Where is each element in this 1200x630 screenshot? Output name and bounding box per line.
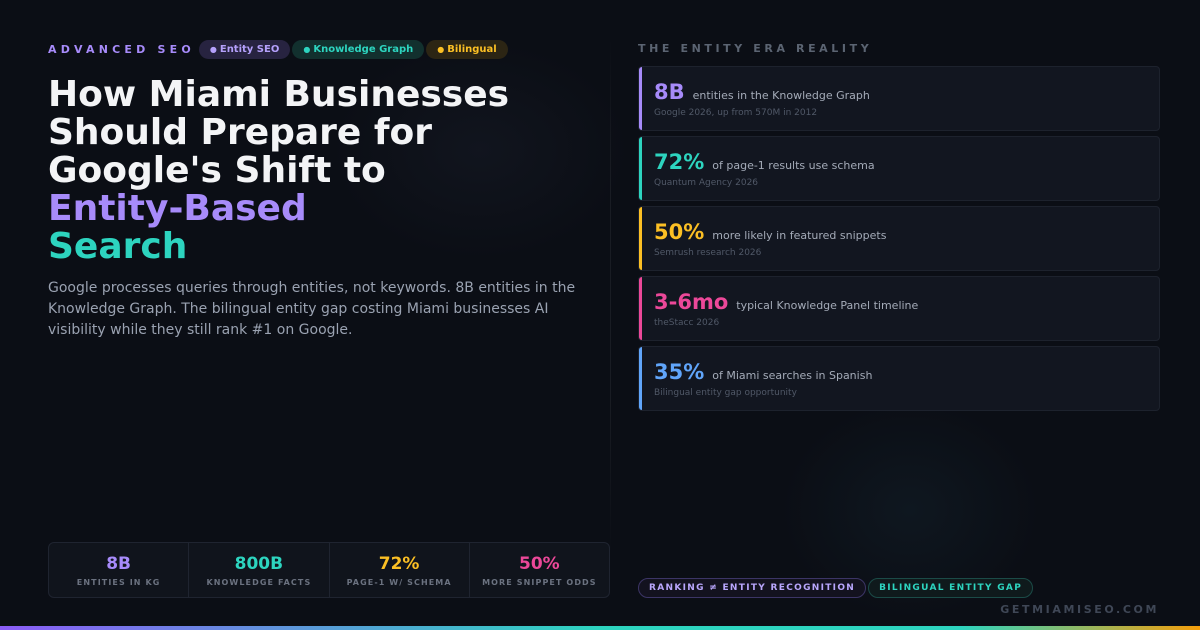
stat-strip: 8B ENTITIES IN KG 800B KNOWLEDGE FACTS 7… bbox=[48, 542, 610, 598]
stat-description: entities in the Knowledge Graph bbox=[692, 89, 870, 102]
stat-source: Semrush research 2026 bbox=[654, 248, 762, 258]
stat-description: of page-1 results use schema bbox=[712, 159, 875, 172]
stat-card: 8B entities in the Knowledge Graph Googl… bbox=[638, 66, 1160, 131]
accent-bar bbox=[639, 137, 642, 200]
tag-label: Bilingual bbox=[447, 44, 497, 55]
stat-card: 35% of Miami searches in Spanish Bilingu… bbox=[638, 346, 1160, 411]
strip-label: KNOWLEDGE FACTS bbox=[206, 577, 312, 587]
tag-label: Entity SEO bbox=[219, 44, 280, 55]
strip-value: 72% bbox=[378, 553, 420, 574]
accent-bar bbox=[639, 277, 642, 340]
strip-label: PAGE-1 W/ SCHEMA bbox=[346, 577, 452, 587]
accent-bar bbox=[639, 347, 642, 410]
dot-icon: ● bbox=[437, 45, 445, 54]
dot-icon: ● bbox=[209, 45, 217, 54]
stat-source: Quantum Agency 2026 bbox=[654, 178, 759, 188]
strip-value: 8B bbox=[106, 553, 132, 574]
strip-stat: 800B KNOWLEDGE FACTS bbox=[189, 543, 330, 597]
tag-entity-seo: ● Entity SEO bbox=[198, 40, 291, 59]
stat-description: of Miami searches in Spanish bbox=[712, 369, 873, 382]
chip-row: RANKING ≠ ENTITY RECOGNITION BILINGUAL E… bbox=[638, 578, 1034, 598]
strip-value: 50% bbox=[519, 553, 560, 574]
page-title: How Miami Businesses Should Prepare for … bbox=[48, 76, 608, 266]
section-title: THE ENTITY ERA REALITY bbox=[638, 42, 873, 55]
stat-source: Bilingual entity gap opportunity bbox=[654, 388, 797, 398]
stat-source: Google 2026, up from 570M in 2012 bbox=[654, 108, 818, 118]
column-divider bbox=[610, 36, 611, 556]
lede-paragraph: Google processes queries through entitie… bbox=[48, 280, 576, 338]
strip-stat: 8B ENTITIES IN KG bbox=[49, 543, 190, 597]
stat-description: more likely in featured snippets bbox=[712, 229, 887, 242]
headline-line: How Miami Businesses bbox=[48, 74, 510, 115]
headline-line: Should Prepare for bbox=[48, 112, 433, 153]
strip-stat: 72% PAGE-1 W/ SCHEMA bbox=[330, 543, 470, 597]
strip-value: 800B bbox=[234, 553, 284, 574]
headline-line: Google's Shift to bbox=[48, 150, 386, 191]
site-domain: GETMIAMISEO.COM bbox=[1000, 603, 1159, 616]
eyebrow-row: ADVANCED SEO ● Entity SEO ● Knowledge Gr… bbox=[48, 40, 508, 59]
stat-card: 72% of page-1 results use schema Quantum… bbox=[638, 136, 1160, 201]
dot-icon: ● bbox=[303, 45, 311, 54]
tag-bilingual: ● Bilingual bbox=[426, 40, 508, 59]
stat-card: 50% more likely in featured snippets Sem… bbox=[638, 206, 1160, 271]
accent-bar bbox=[639, 67, 642, 130]
stat-value: 3-6mo bbox=[654, 290, 729, 314]
tag-label: Knowledge Graph bbox=[313, 44, 414, 55]
headline-highlight: Search bbox=[48, 226, 188, 267]
tag-knowledge-graph: ● Knowledge Graph bbox=[292, 40, 425, 59]
stat-description: typical Knowledge Panel timeline bbox=[736, 299, 919, 312]
background-glow bbox=[330, 40, 630, 260]
accent-bar bbox=[639, 207, 642, 270]
eyebrow-label: ADVANCED SEO bbox=[48, 43, 195, 56]
stat-value: 50% bbox=[654, 220, 705, 244]
stat-source: theStacc 2026 bbox=[654, 318, 720, 328]
stat-card: 3-6mo typical Knowledge Panel timeline t… bbox=[638, 276, 1160, 341]
chip-ranking: RANKING ≠ ENTITY RECOGNITION bbox=[638, 578, 867, 598]
strip-label: ENTITIES IN KG bbox=[76, 577, 161, 587]
strip-label: MORE SNIPPET ODDS bbox=[482, 577, 597, 587]
strip-stat: 50% MORE SNIPPET ODDS bbox=[470, 543, 609, 597]
stat-value: 72% bbox=[654, 150, 705, 174]
gradient-footer-bar bbox=[0, 626, 1200, 630]
stat-value: 35% bbox=[654, 360, 705, 384]
chip-bilingual-gap: BILINGUAL ENTITY GAP bbox=[868, 578, 1034, 598]
headline-highlight: Entity-Based bbox=[48, 188, 307, 229]
stat-card-list: 8B entities in the Knowledge Graph Googl… bbox=[638, 66, 1160, 416]
stat-value: 8B bbox=[654, 80, 685, 104]
